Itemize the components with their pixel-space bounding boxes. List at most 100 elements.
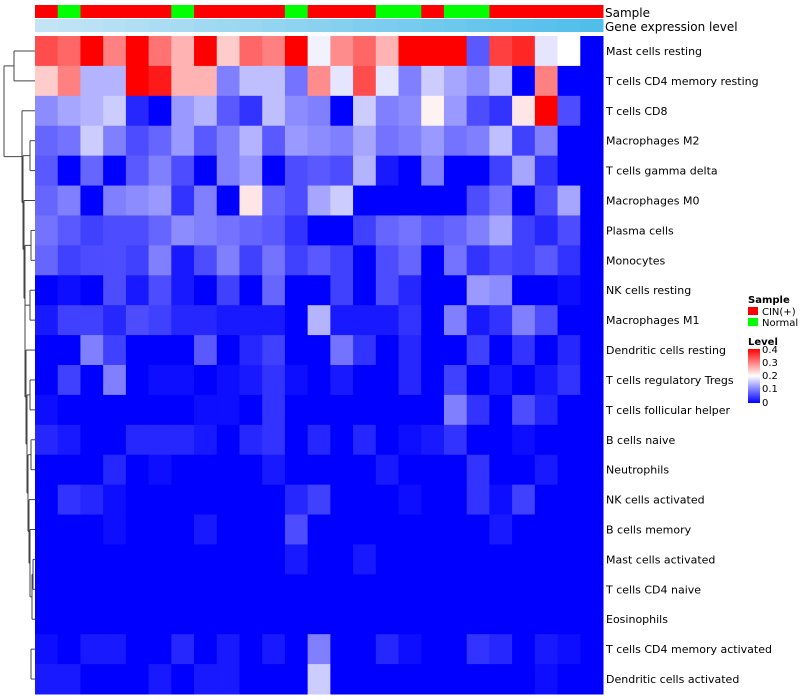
heatmap-cell <box>330 125 354 157</box>
heatmap-cell <box>398 305 422 336</box>
heatmap-cell <box>375 484 400 516</box>
heatmap-cell <box>103 335 127 366</box>
heatmap-cell <box>512 365 536 396</box>
heatmap-cell <box>80 634 104 665</box>
heatmap-cell <box>125 484 150 516</box>
heatmap-cell <box>443 544 468 575</box>
heatmap-cell <box>421 125 445 157</box>
heatmap-cell <box>239 484 263 516</box>
heatmap-cell <box>262 185 286 216</box>
heatmap-cell <box>171 36 195 67</box>
heatmap-cell <box>262 574 286 605</box>
heatmap-cell <box>580 604 604 635</box>
heatmap-cell <box>80 424 104 456</box>
heatmap-cell <box>421 155 445 187</box>
row-label: T cells CD4 memory activated <box>605 643 772 656</box>
heatmap-cell <box>216 65 240 97</box>
heatmap-cell <box>307 365 331 396</box>
heatmap-cell <box>375 215 400 246</box>
heatmap-cell <box>466 604 490 635</box>
heatmap-cell <box>80 454 104 486</box>
sample-annotation-cell <box>194 5 218 18</box>
heatmap-cell <box>148 394 172 426</box>
heatmap-cell <box>398 365 422 396</box>
heatmap-cell <box>398 484 422 516</box>
expression-annotation-cell <box>80 19 104 32</box>
heatmap-cell <box>512 335 536 366</box>
heatmap-cell <box>103 215 127 246</box>
heatmap-cell <box>421 36 445 67</box>
heatmap-cell <box>80 125 104 157</box>
heatmap-cell <box>171 245 195 276</box>
heatmap-cell <box>103 155 127 187</box>
expression-annotation-cell <box>148 19 172 32</box>
heatmap-cell <box>353 125 377 157</box>
heatmap-cell <box>194 484 218 516</box>
heatmap-cell <box>534 574 559 605</box>
heatmap-cell <box>443 454 468 486</box>
heatmap-cell <box>557 634 581 665</box>
heatmap-cell <box>375 365 400 396</box>
heatmap-cell <box>103 574 127 605</box>
heatmap-cell <box>421 394 445 426</box>
heatmap-cell <box>330 185 354 216</box>
heatmap-cell <box>353 664 377 695</box>
sample-annotation-cell <box>57 5 81 18</box>
heatmap-cell <box>171 275 195 306</box>
heatmap-cell <box>330 155 354 187</box>
heatmap-cell <box>57 305 81 336</box>
heatmap-cell <box>421 604 445 635</box>
heatmap-cell <box>148 95 172 127</box>
heatmap-cell <box>262 365 286 396</box>
heatmap-cell <box>216 604 240 635</box>
heatmap-cell <box>580 365 604 396</box>
row-label: Macrophages M1 <box>606 314 699 327</box>
expression-annotation-cell <box>35 19 59 32</box>
heatmap-cell <box>148 275 172 306</box>
expression-annotation-cell <box>103 19 127 32</box>
heatmap-cell <box>580 394 604 426</box>
heatmap-cell <box>330 544 354 575</box>
heatmap-cell <box>443 664 468 695</box>
heatmap-cell <box>80 95 104 127</box>
heatmap-cell <box>284 544 309 575</box>
heatmap-cell <box>466 664 490 695</box>
heatmap-cell <box>443 574 468 605</box>
heatmap-cell <box>466 484 490 516</box>
sample-annotation-track <box>35 5 604 18</box>
heatmap-cell <box>421 65 445 97</box>
heatmap-cell <box>216 574 240 605</box>
row-label: Neutrophils <box>606 464 669 477</box>
heatmap-cell <box>580 185 604 216</box>
heatmap-cell <box>353 245 377 276</box>
heatmap-cell <box>35 305 59 336</box>
heatmap-cell <box>489 574 513 605</box>
heatmap-cell <box>443 335 468 366</box>
heatmap-cell <box>194 634 218 665</box>
heatmap-cell <box>171 215 195 246</box>
heatmap-cell <box>171 604 195 635</box>
heatmap-cell <box>125 155 150 187</box>
heatmap-cell <box>239 604 263 635</box>
heatmap-cell <box>353 335 377 366</box>
sample-annotation-cell <box>512 5 536 18</box>
row-label: Mast cells resting <box>606 45 702 58</box>
heatmap-cell <box>194 365 218 396</box>
heatmap-cell <box>443 484 468 516</box>
legend-tick-0.3: 0.3 <box>762 358 778 369</box>
heatmap-cell <box>103 544 127 575</box>
heatmap-cell <box>330 95 354 127</box>
heatmap-cell <box>35 125 59 157</box>
heatmap-cell <box>421 424 445 456</box>
heatmap-cell <box>262 155 286 187</box>
heatmap-cell <box>80 574 104 605</box>
heatmap-cell <box>557 185 581 216</box>
heatmap-cell <box>125 215 150 246</box>
heatmap-cell <box>103 634 127 665</box>
heatmap-cell <box>557 394 581 426</box>
heatmap-cell <box>194 215 218 246</box>
heatmap-cell <box>35 394 59 426</box>
heatmap-cell <box>580 335 604 366</box>
heatmap-cell <box>239 335 263 366</box>
heatmap-cell <box>512 424 536 456</box>
